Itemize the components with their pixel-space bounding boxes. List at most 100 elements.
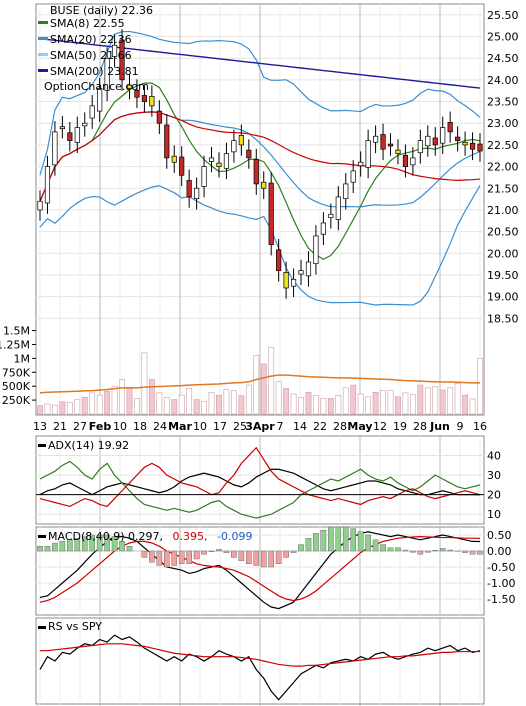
volume-bar xyxy=(96,394,103,415)
x-tick-label: 17 xyxy=(213,420,227,433)
candle-body xyxy=(126,84,133,89)
volume-bar xyxy=(365,396,372,415)
candle-body xyxy=(216,162,222,167)
macd-histogram-bar xyxy=(178,550,185,565)
volume-bar xyxy=(201,400,207,415)
volume-bar xyxy=(186,388,193,415)
volume-bar xyxy=(59,401,66,415)
macd-histogram-bar xyxy=(156,550,163,566)
volume-bar xyxy=(395,396,401,415)
volume-bar xyxy=(417,384,424,415)
x-tick-label: 27 xyxy=(73,420,87,433)
candle-body xyxy=(290,278,297,287)
indicator-tick-label: -0.50 xyxy=(487,561,515,574)
candle-body xyxy=(283,272,289,289)
candle-body xyxy=(373,135,379,143)
macd-histogram-bar xyxy=(268,550,274,568)
bollinger-upper xyxy=(39,30,481,176)
candle-body xyxy=(82,122,88,127)
watermark: OptionChance.com xyxy=(44,80,149,93)
x-tick-label: 9 xyxy=(457,420,464,433)
gridlines xyxy=(36,4,484,706)
macd-signal-value: 0.395, xyxy=(173,530,208,543)
price-tick-label: 22.50 xyxy=(487,139,519,152)
x-tick-label: 28 xyxy=(333,420,347,433)
indicator-tick-label: 20 xyxy=(487,489,501,502)
candle-body xyxy=(268,182,274,245)
candle-body xyxy=(104,57,110,91)
candle-body xyxy=(395,149,401,154)
y-axis-labels: 25.50 25.00 24.50 24.00 23.50 23.00 22.50 22.00… xyxy=(0,9,519,606)
candle-body xyxy=(119,39,125,81)
candle-body xyxy=(358,161,364,167)
price-tick-label: 20.50 xyxy=(487,226,519,239)
volume-bar xyxy=(208,392,215,415)
macd-histogram-bar xyxy=(298,544,304,552)
x-tick-label: 21 xyxy=(53,420,67,433)
x-tick-label: 10 xyxy=(193,420,207,433)
volume-bar xyxy=(134,398,140,415)
macd-histogram-bar xyxy=(469,550,476,555)
candle-body xyxy=(156,110,162,124)
adx-swatch xyxy=(38,444,46,447)
candle-body xyxy=(171,155,177,163)
macd-histogram-bar xyxy=(231,550,237,558)
macd-histogram-bar xyxy=(439,548,446,552)
macd-histogram-bar xyxy=(149,550,155,563)
macd-histogram-bar xyxy=(163,550,170,568)
macd-histogram-bar xyxy=(365,534,371,552)
volume-average-line xyxy=(39,374,480,394)
volume-bar xyxy=(81,397,88,415)
x-tick-label: 13 xyxy=(33,420,47,433)
volume-bar xyxy=(126,386,133,415)
adx-title: ADX(14) 19.92 xyxy=(48,439,129,452)
macd-histogram-bar xyxy=(201,550,207,555)
macd-histogram-bar xyxy=(126,546,133,552)
volume-bar xyxy=(432,386,439,415)
price-tick-label: 22.00 xyxy=(487,161,519,174)
price-tick-label: 25.50 xyxy=(487,9,519,22)
volume-bar xyxy=(357,393,364,415)
-di-line xyxy=(39,460,481,519)
volume-bar xyxy=(104,390,111,415)
indicator-tick-label: -1.00 xyxy=(487,577,515,590)
candle-body xyxy=(74,127,80,143)
volume-bar xyxy=(447,387,454,415)
volume-bar xyxy=(44,403,51,415)
volume-bar xyxy=(275,381,282,415)
candle-body xyxy=(402,154,409,167)
macd-histogram-bar xyxy=(283,550,289,558)
candle-body xyxy=(425,135,431,147)
volume-tick-label: 1.25M xyxy=(0,338,30,351)
x-tick-label: 3Apr xyxy=(245,420,275,433)
candle-body xyxy=(67,132,73,141)
candle-body xyxy=(447,122,453,133)
candle-body xyxy=(97,88,103,112)
candle-body xyxy=(253,159,259,185)
macd-histogram-bar xyxy=(417,550,424,555)
rs-avg-line xyxy=(40,643,480,667)
macd-histogram-bar xyxy=(350,528,357,552)
indicator-tick-label: 10 xyxy=(487,508,501,521)
candle-body xyxy=(343,183,349,200)
candle-body xyxy=(335,196,341,220)
macd-histogram-bar xyxy=(193,550,200,560)
candle-body xyxy=(305,261,312,277)
price-tick-label: 19.50 xyxy=(487,269,519,282)
volume-bar xyxy=(119,379,125,415)
candlesticks xyxy=(37,29,483,299)
volume-bar xyxy=(313,395,319,415)
x-tick-label: 22 xyxy=(313,420,327,433)
macd-histogram-bar xyxy=(477,550,483,555)
macd-histogram-bar xyxy=(52,542,58,552)
volume-bar xyxy=(245,384,252,415)
indicator-lines xyxy=(36,446,484,701)
volume-tick-label: 250K xyxy=(2,394,31,407)
x-tick-label: 16 xyxy=(473,420,487,433)
price-tick-label: 25.00 xyxy=(487,31,519,44)
macd-histogram-bar xyxy=(253,550,260,566)
candle-body xyxy=(469,142,476,150)
signal-line xyxy=(39,535,481,603)
legend-sma200: SMA(200) 23.81 xyxy=(50,65,139,78)
price-tick-label: 24.50 xyxy=(487,52,519,65)
